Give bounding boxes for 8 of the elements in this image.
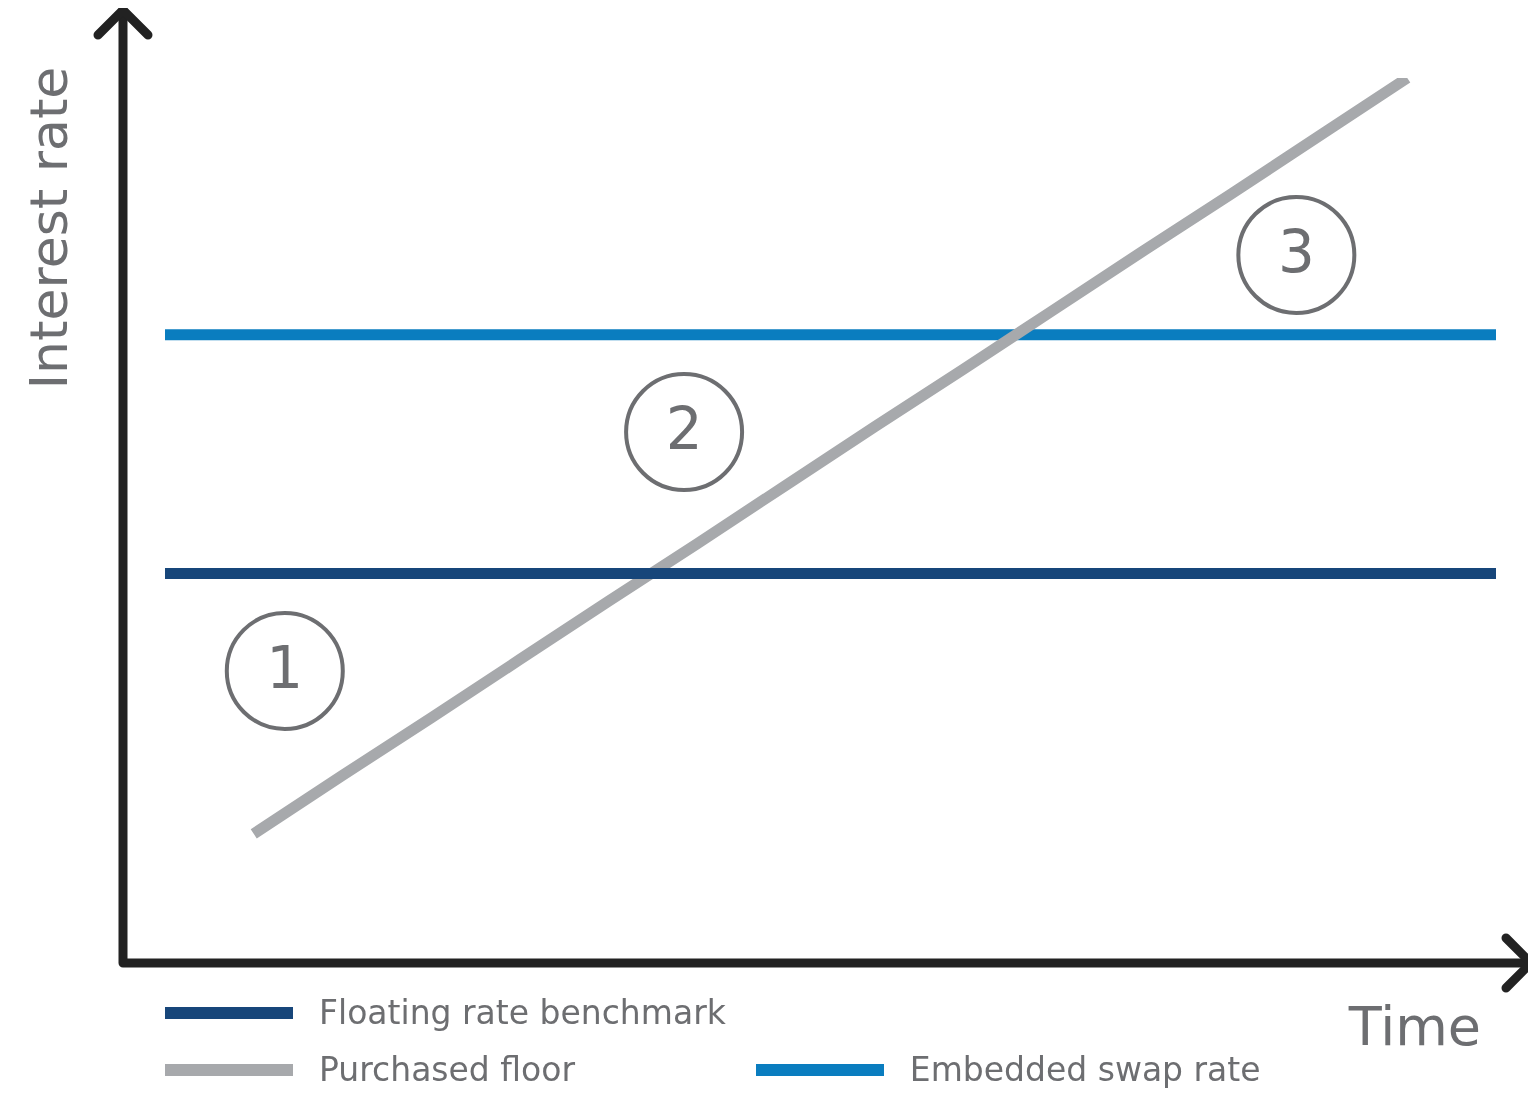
legend-label: Purchased floor [319, 1050, 576, 1089]
y-axis-title: Interest rate [18, 66, 79, 390]
legend-label: Floating rate benchmark [319, 993, 726, 1032]
annotation: 3 [1277, 218, 1315, 287]
annotation: 2 [665, 395, 703, 464]
x-axis-title: Time [1347, 995, 1481, 1059]
annotation: 1 [266, 634, 304, 703]
legend-label: Embedded swap rate [909, 1050, 1261, 1089]
